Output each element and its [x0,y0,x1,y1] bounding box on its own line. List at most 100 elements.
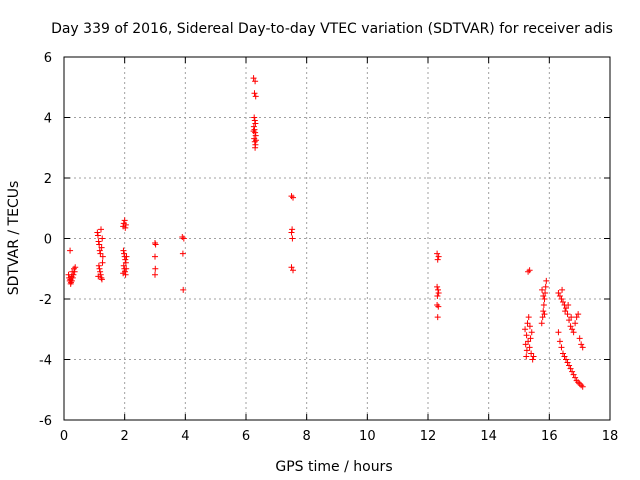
x-tick-label: 18 [602,429,619,444]
data-point [122,256,129,263]
data-point [564,359,571,366]
data-point [525,338,532,345]
y-axis-title: SDTVAR / TECUs [6,181,22,296]
x-tick-label: 6 [242,429,250,444]
data-point [573,314,580,321]
data-point [70,271,77,278]
data-point [288,264,295,271]
data-point [290,194,297,201]
data-point [120,262,127,269]
data-point [570,329,577,336]
x-tick-label: 0 [60,429,68,444]
data-point [152,240,158,247]
data-point [525,314,532,321]
data-point [97,268,104,275]
y-tick-labels: -6 -4 -2 0 2 4 6 [39,51,52,429]
data-point [538,320,545,327]
data-point [435,303,442,310]
data-point [555,329,562,336]
data-point [152,271,158,278]
data-point [435,253,442,260]
data-point [67,280,74,287]
data-point [252,144,259,151]
data-point [435,286,442,293]
data-point [251,90,258,97]
data-point [567,323,574,330]
data-point [523,353,530,360]
y-tick-label: 4 [44,112,52,127]
data-point [180,286,187,293]
data-point [434,314,441,321]
data-point [528,350,535,357]
data-point [179,233,186,240]
data-point [555,289,562,296]
y-tick-label: 2 [44,172,52,187]
data-point [541,311,548,318]
data-point [570,371,577,378]
data-point [543,277,550,284]
y-tick-label: -4 [39,354,52,369]
data-point [558,296,565,302]
data-point [542,289,549,296]
x-tick-label: 16 [541,429,558,444]
data-point [96,265,103,272]
data-point [72,264,79,271]
data-point [152,253,158,260]
data-point [565,302,572,309]
data-point [576,380,583,387]
data-point [524,320,531,327]
data-point [559,286,566,293]
x-tick-label: 2 [121,429,129,444]
data-point [561,353,568,360]
data-point [120,247,127,254]
data-point [96,241,103,248]
data-point [252,93,259,100]
data-point [569,326,576,333]
data-point [251,114,258,121]
data-point [539,314,546,321]
data-point [567,365,574,372]
data-point [253,137,260,144]
data-point [579,383,586,390]
data-point [152,241,159,248]
data-point [526,323,533,330]
plot-frame [63,56,611,421]
data-point [575,379,582,386]
data-point [523,332,530,339]
data-point [540,308,547,315]
data-point [250,128,257,135]
data-point [98,274,105,281]
data-point [95,238,102,245]
data-point [526,267,533,274]
y-tick-label: -6 [39,414,52,429]
data-point [572,320,579,327]
data-point [434,283,441,290]
data-point [434,292,441,299]
data-point [289,235,296,242]
x-tick-label: 4 [181,429,189,444]
x-tick-label: 14 [480,429,497,444]
data-point [121,217,128,224]
data-point [559,299,566,306]
data-point [527,335,534,342]
data-point [251,126,258,133]
data-point [67,247,74,254]
data-point [564,311,571,318]
data-point [529,356,536,363]
data-point [572,374,579,381]
data-point [99,259,106,266]
data-point [290,267,297,274]
x-tick-label: 8 [303,429,311,444]
data-point [525,268,532,275]
data-point [123,253,130,260]
data-point [566,317,573,324]
data-point [556,292,563,299]
data-point [289,226,296,233]
x-tick-label: 12 [420,429,437,444]
data-point [288,229,295,236]
data-point [96,247,103,254]
data-point [98,226,105,233]
data-point [562,308,569,315]
data-point [530,353,537,360]
